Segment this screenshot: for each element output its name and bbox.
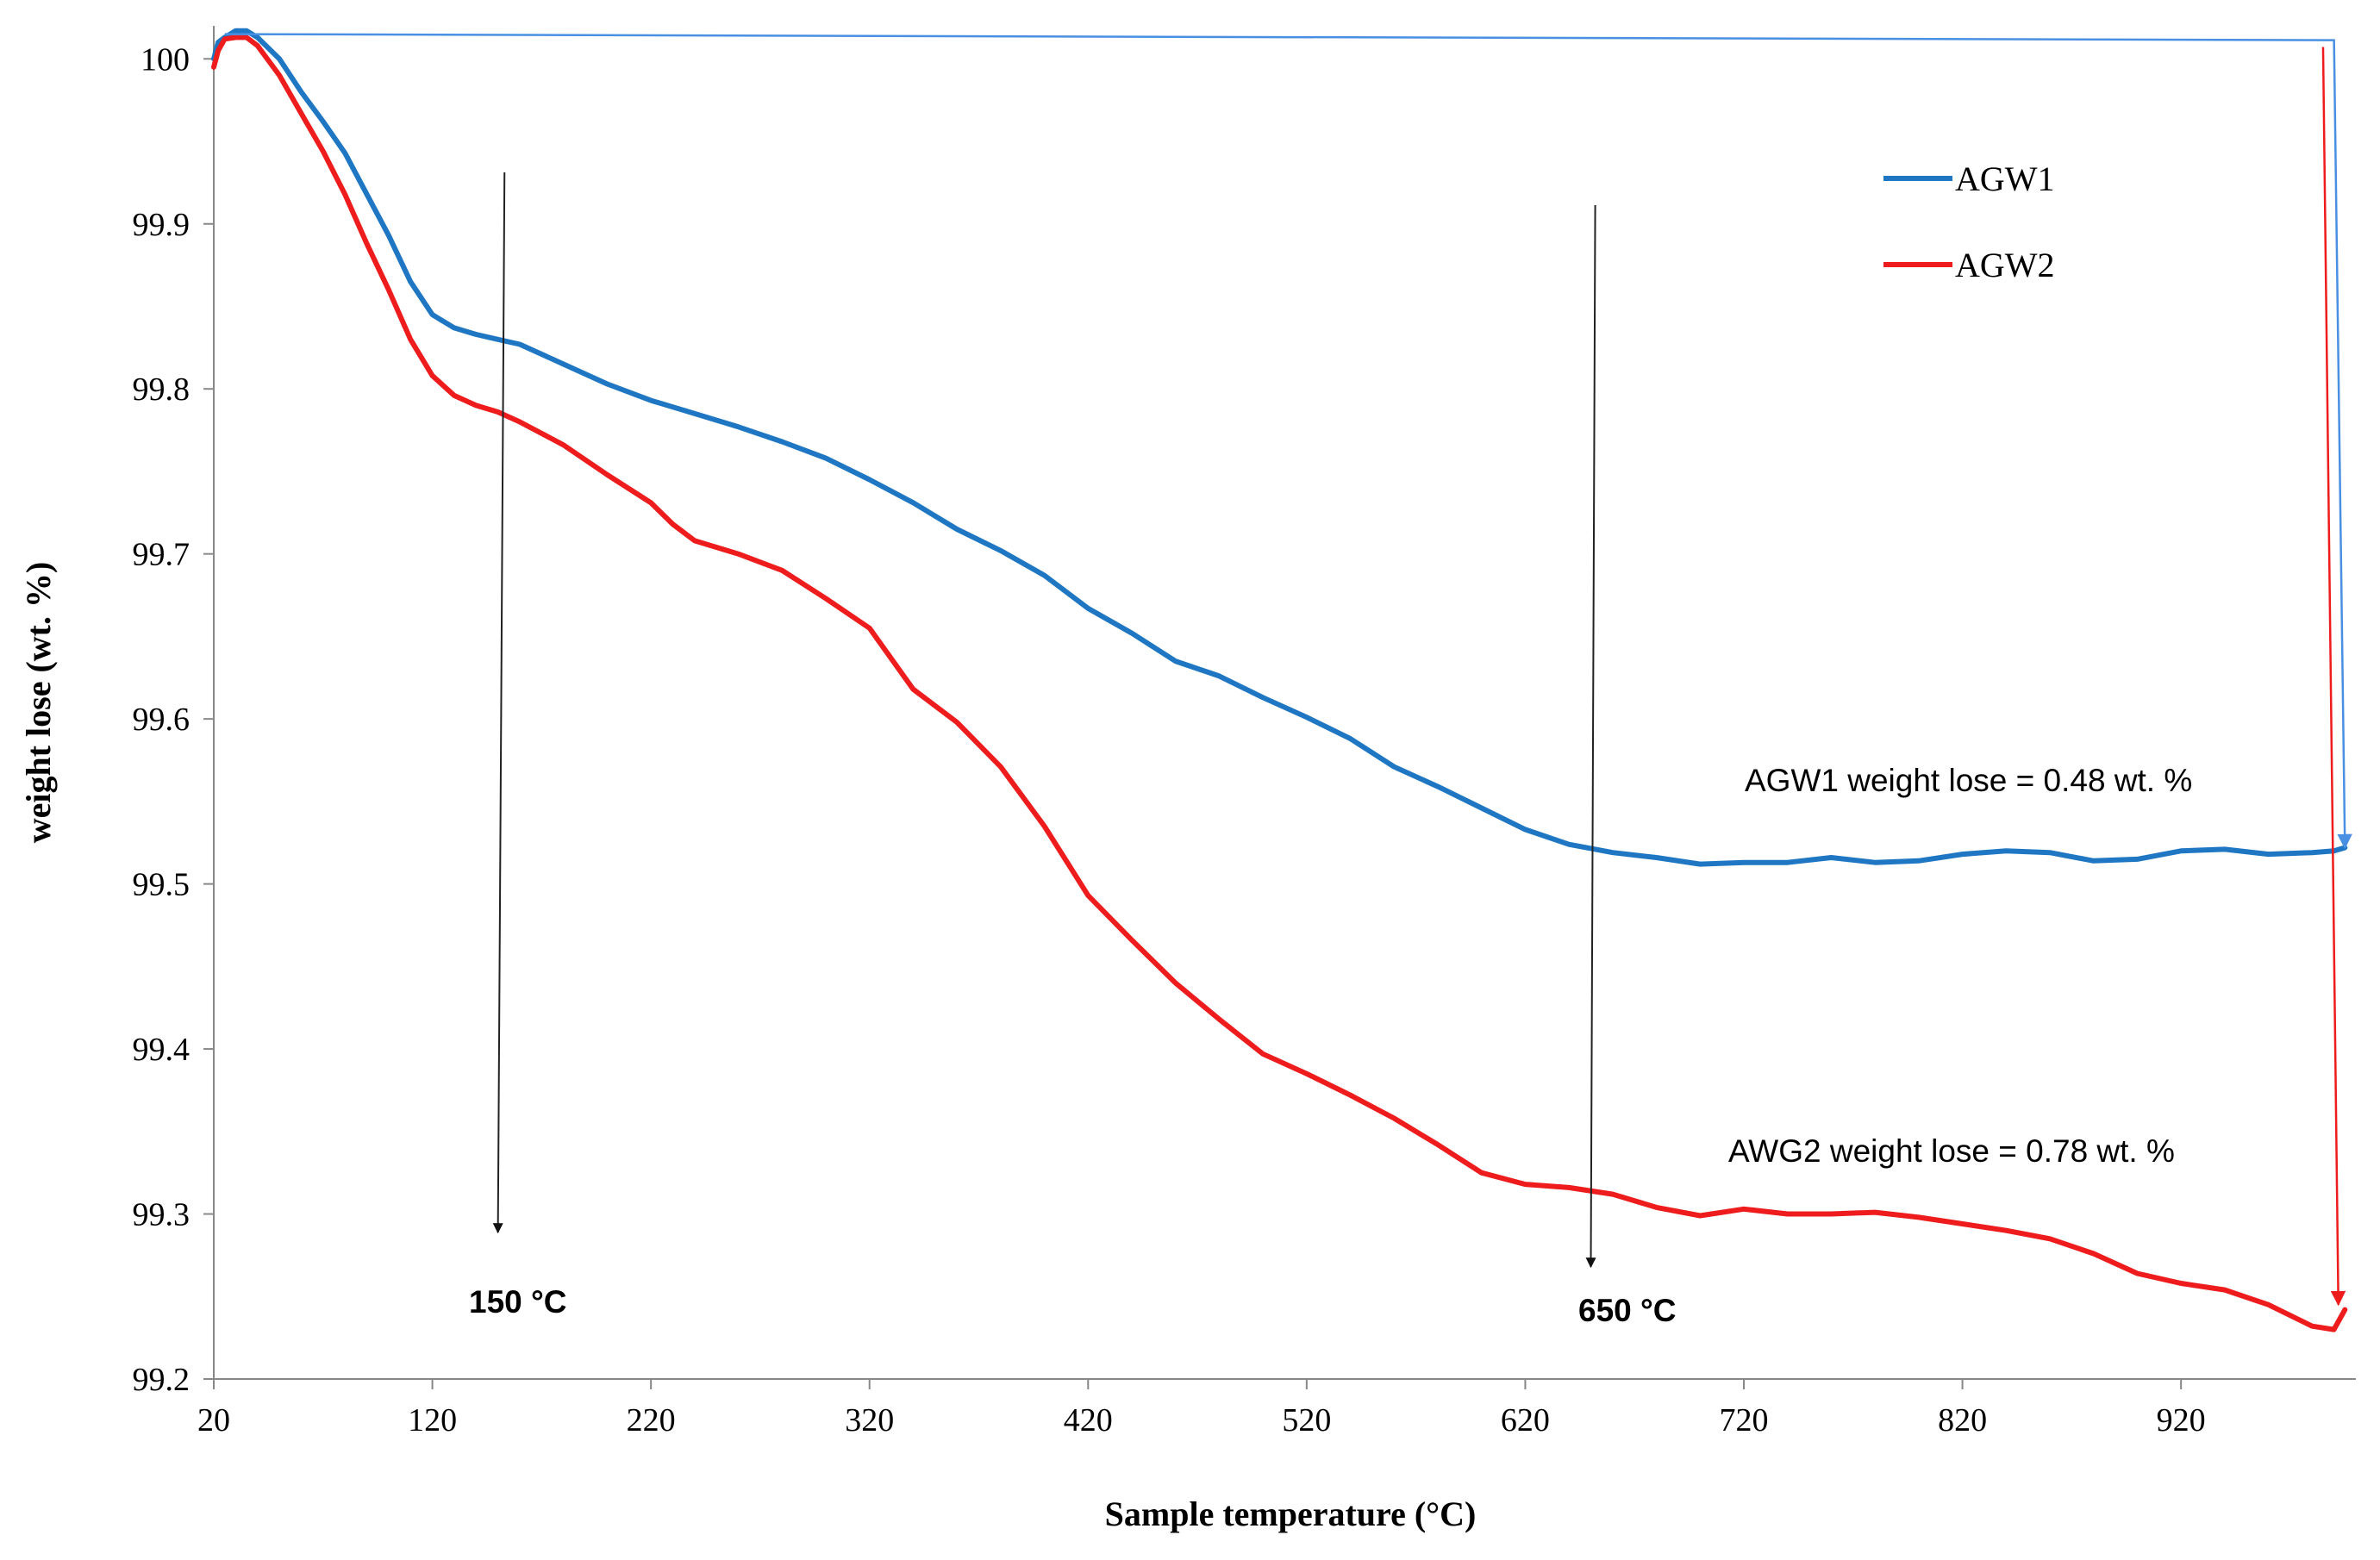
x-tick-label: 420 bbox=[1064, 1402, 1113, 1438]
x-tick-label: 820 bbox=[1938, 1402, 1987, 1438]
series-line-agw2 bbox=[211, 34, 2348, 1332]
y-tick-label: 99.7 bbox=[133, 537, 191, 573]
agw2-loss-arrow bbox=[2321, 47, 2346, 1307]
legend: AGW1 AGW2 bbox=[1883, 159, 2055, 284]
y-tick-label: 99.4 bbox=[133, 1032, 191, 1068]
x-tick-label: 520 bbox=[1282, 1402, 1331, 1438]
y-tick-label: 99.2 bbox=[133, 1362, 191, 1398]
x-tick-label: 120 bbox=[408, 1402, 457, 1438]
x-tick-label: 620 bbox=[1501, 1402, 1550, 1438]
y-tick-label: 99.8 bbox=[133, 371, 191, 408]
y-tick-label: 99.3 bbox=[133, 1197, 191, 1233]
agw2-weight-loss-annotation: AWG2 weight lose = 0.78 wt. % bbox=[1728, 1133, 2175, 1169]
marker-650-label: 650 °C bbox=[1578, 1293, 1677, 1328]
x-tick-label: 720 bbox=[1720, 1402, 1769, 1438]
agw1-loss-arrow bbox=[224, 33, 2352, 850]
x-tick-label: 20 bbox=[197, 1402, 230, 1438]
x-tick-label: 220 bbox=[627, 1402, 676, 1438]
legend-label-agw1: AGW1 bbox=[1955, 159, 2055, 198]
y-tick-label: 99.9 bbox=[133, 207, 191, 243]
y-tick-label: 99.6 bbox=[133, 702, 191, 738]
x-axis-title: Sample temperature (°C) bbox=[1105, 1494, 1477, 1533]
agw1-weight-loss-annotation: AGW1 weight lose = 0.48 wt. % bbox=[1745, 763, 2192, 798]
marker-650-arrow bbox=[1585, 204, 1596, 1269]
x-tick-label: 320 bbox=[845, 1402, 894, 1438]
y-tick-label: 99.5 bbox=[133, 867, 191, 903]
x-tick-label: 920 bbox=[2157, 1402, 2206, 1438]
series-line-agw1 bbox=[211, 28, 2348, 867]
y-tick-label: 100 bbox=[141, 41, 190, 78]
y-axis-title: weight lose (wt. %) bbox=[19, 562, 58, 844]
marker-150-label: 150 °C bbox=[469, 1284, 567, 1320]
legend-label-agw2: AGW2 bbox=[1955, 246, 2055, 284]
marker-150-arrow bbox=[492, 172, 506, 1234]
